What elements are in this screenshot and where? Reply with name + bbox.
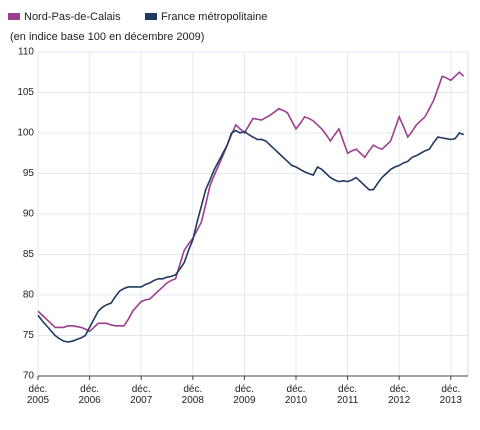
legend-label: Nord-Pas-de-Calais: [24, 11, 121, 23]
y-tick-label: 80: [23, 290, 35, 301]
y-tick-label: 105: [17, 87, 34, 98]
legend-label: France métropolitaine: [161, 11, 267, 23]
y-tick-label: 70: [23, 371, 35, 382]
x-tick-label: déc. 2008: [181, 384, 204, 406]
series-line: [37, 129, 464, 343]
legend-swatch: [145, 13, 157, 20]
x-tick-label: déc. 2010: [284, 384, 308, 406]
y-tick-label: 85: [23, 249, 35, 260]
chart-subtitle: (en indice base 100 en décembre 2009): [10, 31, 204, 43]
x-tick-label: déc. 2006: [78, 384, 101, 406]
y-tick-label: 90: [23, 209, 35, 220]
y-tick-label: 95: [23, 168, 35, 179]
legend-swatch: [8, 13, 20, 20]
y-tick-label: 75: [23, 330, 35, 341]
x-tick-label: déc. 2007: [130, 384, 153, 406]
x-tick-label: déc. 2009: [233, 384, 256, 406]
x-tick-label: déc. 2013: [439, 384, 462, 406]
x-tick-label: déc. 2011: [336, 384, 359, 406]
x-tick-label: déc. 2005: [26, 384, 50, 406]
y-tick-label: 100: [17, 128, 34, 139]
x-tick-label: déc. 2012: [388, 384, 411, 406]
series-line: [37, 71, 465, 333]
y-tick-label: 110: [18, 47, 34, 58]
